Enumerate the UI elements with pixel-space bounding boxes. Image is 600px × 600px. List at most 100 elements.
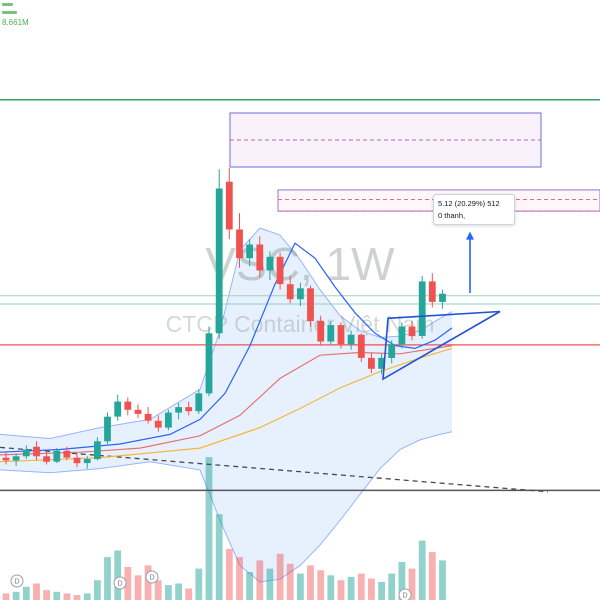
candle[interactable]: [327, 321, 335, 345]
volume-bar[interactable]: [347, 576, 355, 600]
volume-bar[interactable]: [63, 593, 71, 600]
candle[interactable]: [357, 333, 365, 362]
volume-bar[interactable]: [124, 567, 132, 600]
candle[interactable]: [236, 213, 243, 268]
candle[interactable]: [43, 450, 50, 465]
candle[interactable]: [225, 168, 233, 240]
volume-bar[interactable]: [114, 550, 122, 600]
candle[interactable]: [53, 448, 61, 464]
volume-bar[interactable]: [104, 557, 111, 600]
volume-bar[interactable]: [418, 540, 426, 600]
volume-bar[interactable]: [43, 590, 50, 600]
candle[interactable]: [388, 340, 396, 364]
candle[interactable]: [165, 409, 172, 431]
candle[interactable]: [114, 394, 122, 421]
candle[interactable]: [134, 404, 142, 418]
volume-bar[interactable]: [286, 563, 294, 600]
candle[interactable]: [439, 289, 446, 309]
candle[interactable]: [368, 352, 375, 374]
candle[interactable]: [418, 276, 426, 339]
volume-bar[interactable]: [2, 593, 10, 600]
event-marker[interactable]: D: [398, 588, 412, 600]
candle[interactable]: [337, 322, 345, 349]
volume-bar[interactable]: [368, 578, 375, 600]
volume-bar[interactable]: [439, 560, 446, 600]
volume-bar[interactable]: [225, 548, 233, 600]
candle[interactable]: [63, 446, 71, 461]
candle[interactable]: [246, 239, 253, 267]
candle[interactable]: [22, 445, 30, 459]
candle[interactable]: [124, 397, 132, 416]
volume-bar[interactable]: [246, 572, 253, 600]
volume-bar[interactable]: [22, 586, 30, 600]
candle[interactable]: [256, 236, 264, 278]
candle[interactable]: [144, 407, 152, 424]
candle[interactable]: [205, 326, 213, 397]
volume-bar[interactable]: [144, 565, 152, 600]
volume-bar[interactable]: [165, 585, 172, 600]
volume-bar[interactable]: [236, 557, 243, 600]
volume-bar[interactable]: [53, 591, 61, 600]
volume-bar[interactable]: [33, 583, 40, 600]
indicator-legend[interactable]: 8.661M: [2, 3, 29, 27]
volume-bar[interactable]: [307, 565, 314, 600]
candle[interactable]: [307, 285, 314, 327]
candle[interactable]: [83, 456, 91, 469]
candle[interactable]: [398, 322, 406, 349]
volume-bar[interactable]: [317, 570, 325, 600]
measure-tool-label[interactable]: 5.12 (20.29%) 512 0 thanh,: [433, 194, 515, 226]
volume-bar[interactable]: [408, 568, 416, 600]
price-range-box-upper[interactable]: [229, 112, 542, 168]
ma-slow-yellow[interactable]: [0, 347, 453, 463]
candle[interactable]: [185, 401, 193, 416]
candle[interactable]: [266, 251, 274, 281]
volume-bar[interactable]: [195, 568, 203, 600]
volume-bar[interactable]: [205, 457, 213, 600]
volume-bar[interactable]: [357, 573, 365, 600]
candle[interactable]: [408, 321, 416, 341]
volume-bar[interactable]: [12, 591, 20, 600]
volume-bar[interactable]: [398, 562, 406, 600]
ascending-triangle-drawing[interactable]: [382, 310, 501, 381]
candle[interactable]: [286, 276, 294, 304]
volume-bar[interactable]: [73, 595, 81, 600]
candle[interactable]: [195, 389, 203, 414]
candle[interactable]: [104, 412, 111, 444]
volume-bar[interactable]: [378, 581, 385, 600]
ma-mid-red[interactable]: [0, 345, 453, 456]
candle[interactable]: [2, 452, 10, 465]
descending-trendline[interactable]: [0, 446, 549, 493]
volume-bar[interactable]: [276, 553, 284, 600]
candle[interactable]: [428, 273, 436, 308]
volume-bar[interactable]: [175, 583, 182, 600]
candle[interactable]: [347, 330, 355, 350]
projection-arrow[interactable]: [466, 231, 474, 293]
candle[interactable]: [378, 353, 385, 375]
candle[interactable]: [317, 315, 325, 346]
volume-bar[interactable]: [256, 560, 264, 600]
candle[interactable]: [73, 453, 81, 468]
event-marker[interactable]: D: [145, 570, 159, 584]
volume-bar[interactable]: [134, 575, 142, 600]
volume-bar[interactable]: [337, 580, 345, 600]
candle[interactable]: [215, 169, 223, 339]
volume-bar[interactable]: [327, 575, 335, 600]
candle[interactable]: [154, 415, 162, 432]
candle[interactable]: [33, 441, 40, 461]
event-marker[interactable]: D: [10, 574, 24, 588]
volume-bar[interactable]: [428, 552, 436, 600]
volume-bar[interactable]: [185, 588, 193, 600]
volume-bar[interactable]: [83, 593, 91, 600]
candle[interactable]: [175, 403, 182, 420]
volume-bar[interactable]: [388, 573, 396, 600]
event-marker[interactable]: D: [113, 576, 127, 590]
candle[interactable]: [276, 252, 284, 290]
volume-bar[interactable]: [94, 580, 101, 600]
candle[interactable]: [12, 453, 20, 466]
candle[interactable]: [94, 437, 101, 461]
volume-bar[interactable]: [297, 573, 304, 600]
volume-bar[interactable]: [154, 580, 162, 600]
candle[interactable]: [297, 282, 304, 306]
